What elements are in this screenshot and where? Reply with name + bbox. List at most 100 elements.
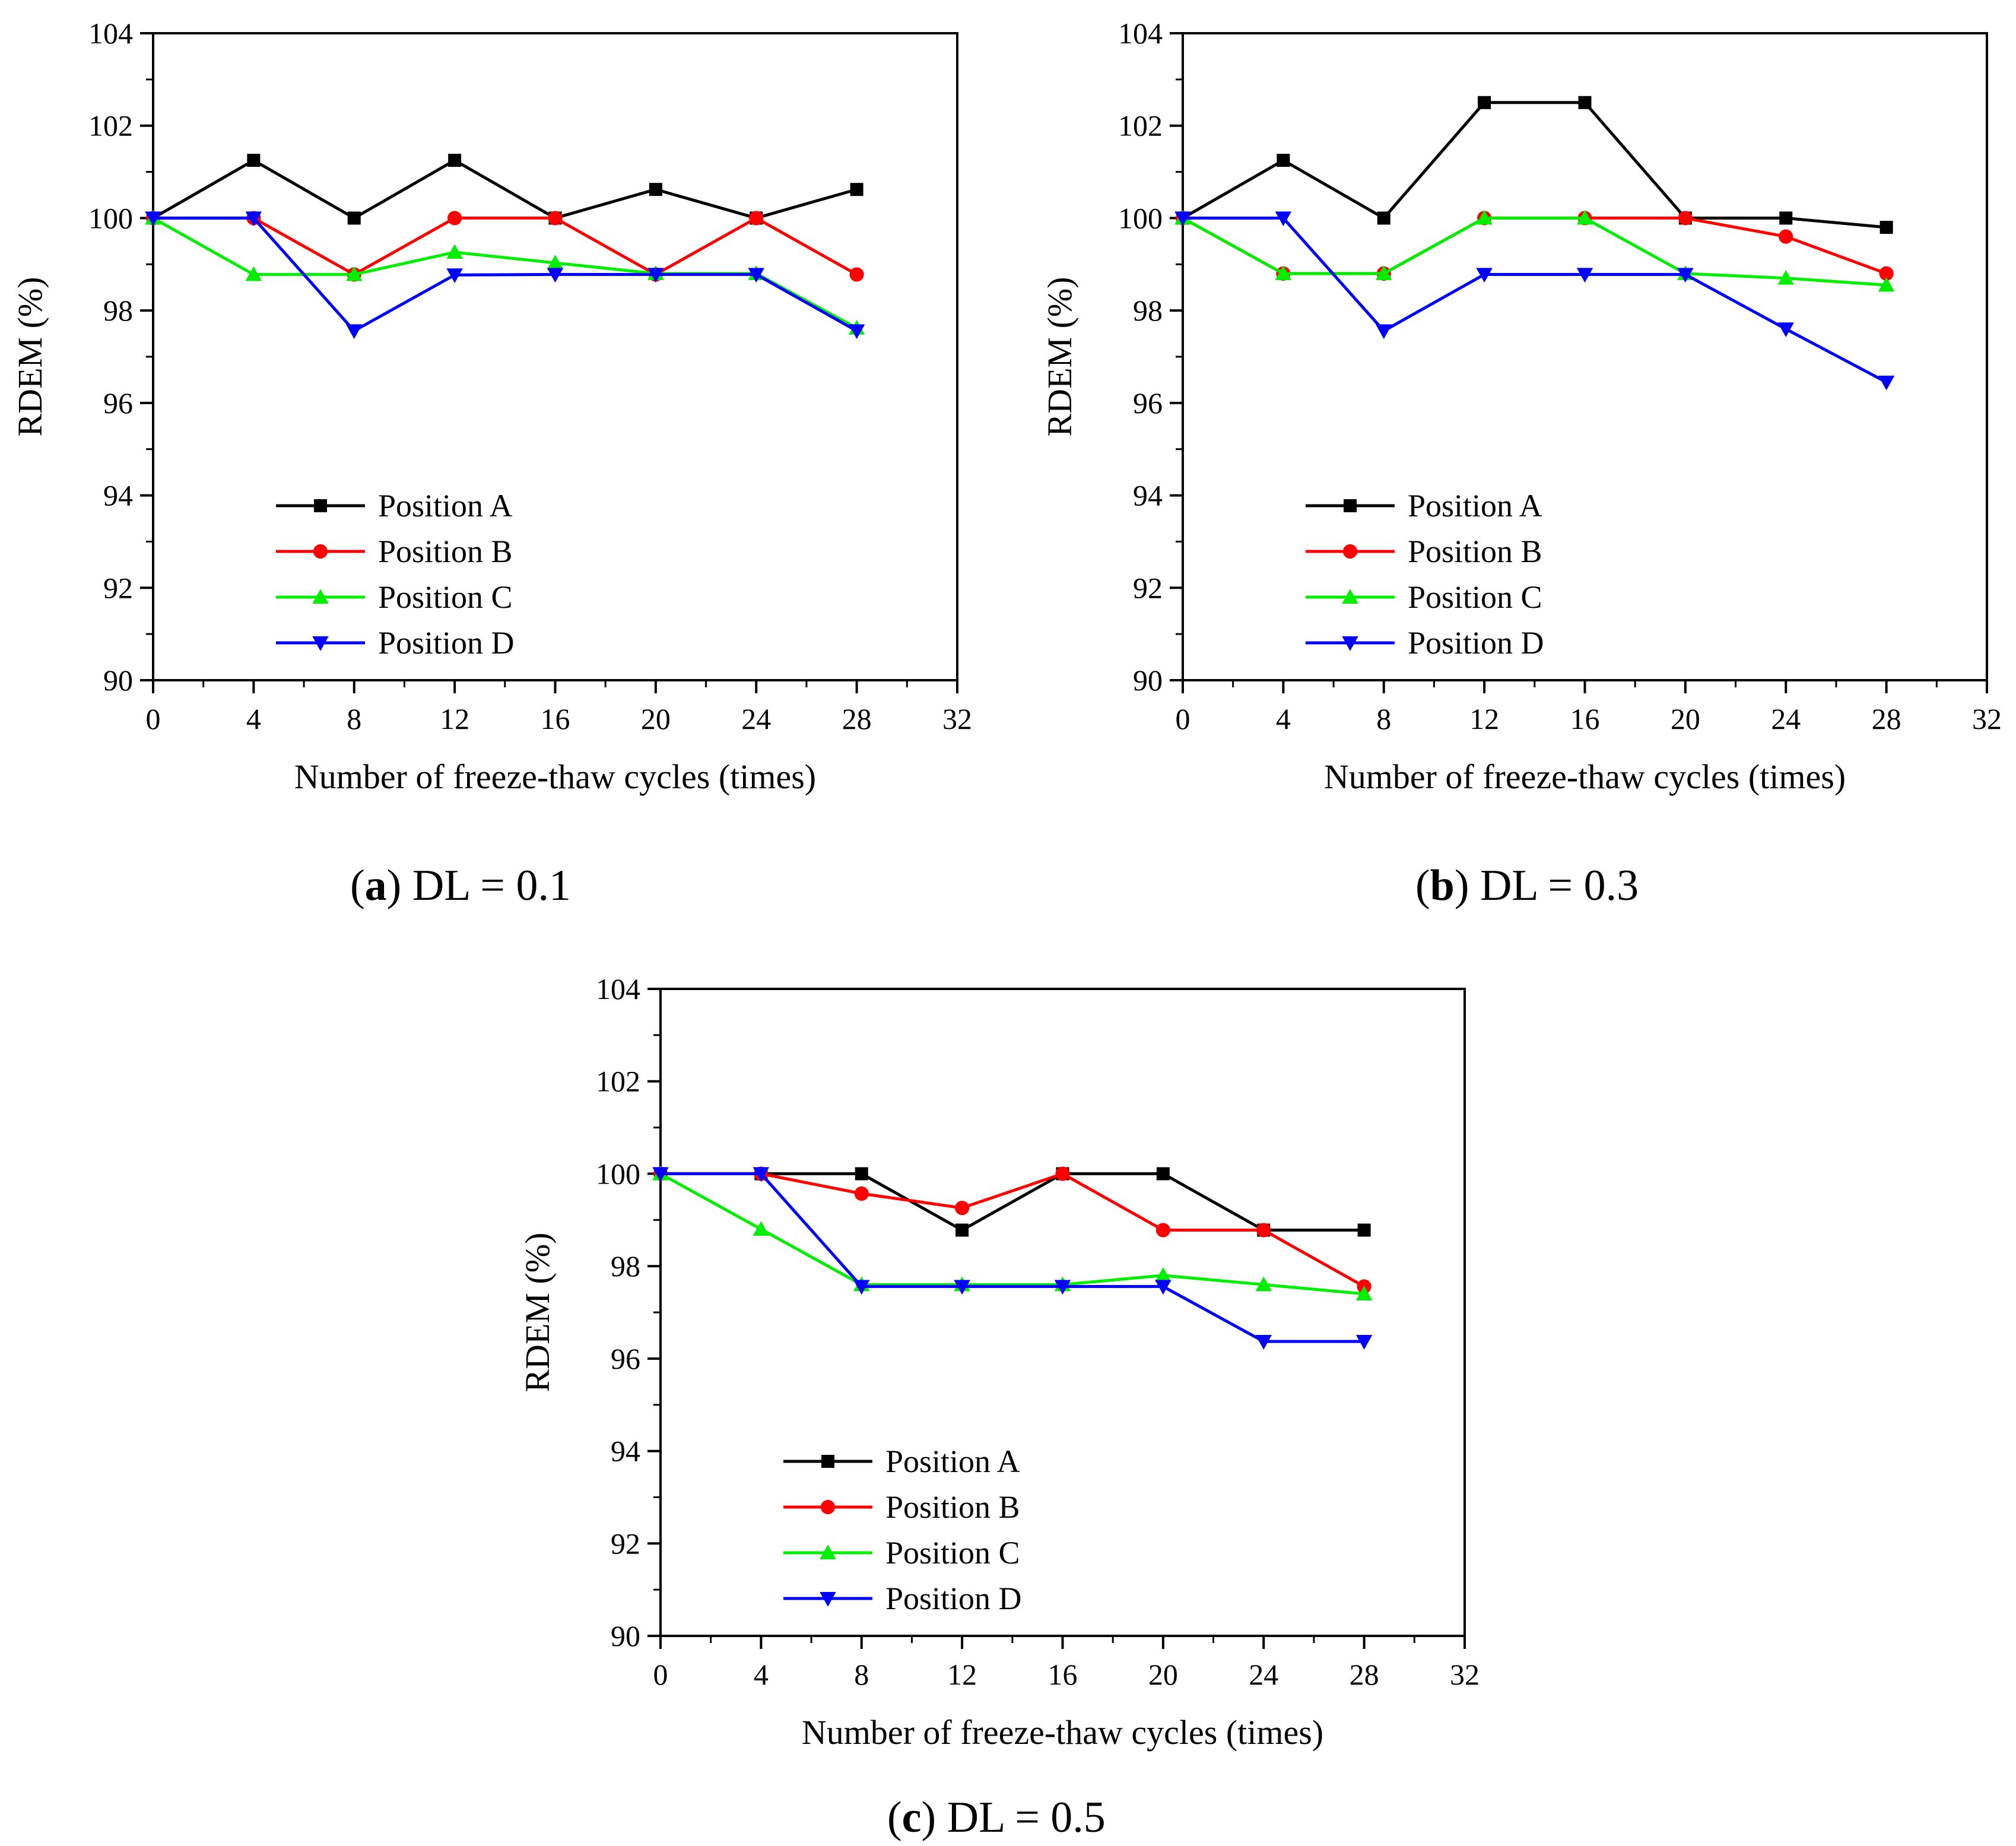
- caption-letter: a: [364, 861, 387, 910]
- chart-b-y-tick-label: 104: [1118, 17, 1163, 50]
- caption-c: (c) DL = 0.5: [887, 1793, 1106, 1843]
- chart-c-x-tick-label: 0: [653, 1658, 668, 1691]
- chart-c-point-position-a: [955, 1223, 969, 1237]
- chart-b-x-tick-label: 4: [1276, 702, 1291, 735]
- chart-c-legend: Position A Position B Position C Position D: [783, 1444, 1022, 1616]
- chart-a-point-position-a: [347, 211, 361, 225]
- chart-c-y-axis-label: RDEM (%): [518, 1232, 557, 1392]
- chart-c-y-tick-label: 94: [611, 1435, 640, 1468]
- chart-b-x-tick-label: 16: [1570, 702, 1600, 735]
- chart-c-point-position-a: [1156, 1167, 1170, 1181]
- chart-a-x-tick-label: 16: [541, 702, 570, 735]
- chart-c-point-position-c: [753, 1221, 770, 1236]
- chart-a-line-position-b: [153, 216, 858, 277]
- chart-b-legend-marker-position-b: [1342, 544, 1358, 559]
- chart-a-y-tick-label: 96: [103, 386, 133, 420]
- chart-b-point-position-d: [1777, 322, 1794, 338]
- chart-panel-b: 0 4 8 12 16 20 24 28 32 90 92 94 96 98 100 102 104 Number…: [1030, 0, 2015, 926]
- chart-b-x-tick-label: 32: [1972, 702, 2002, 735]
- chart-b-y-tick-label: 100: [1118, 201, 1163, 234]
- chart-c-legend-label-position-d: Position D: [885, 1581, 1022, 1616]
- chart-c-point-position-b: [1155, 1223, 1170, 1238]
- chart-b-point-position-d: [1576, 268, 1593, 283]
- chart-b-x-tick-label: 12: [1469, 702, 1499, 735]
- chart-a-x-tick-label: 32: [942, 702, 972, 735]
- chart-b-legend-marker-position-d: [1342, 636, 1358, 651]
- chart-b-x-tick-label: 8: [1376, 702, 1391, 735]
- chart-b-x-tick-label: 0: [1176, 702, 1190, 735]
- chart-c-y-tick-label: 98: [611, 1249, 640, 1283]
- chart-c-point-position-d: [652, 1167, 669, 1182]
- caption-close: ): [1454, 861, 1469, 910]
- chart-b-point-position-d: [1677, 268, 1694, 283]
- caption-close: ): [386, 861, 402, 910]
- chart-c-point-position-a: [855, 1167, 868, 1181]
- caption-letter: c: [901, 1793, 922, 1842]
- chart-a-line-position-a: [152, 158, 858, 220]
- chart-c-legend-marker-position-b: [820, 1499, 836, 1515]
- chart-c-plot-frame: [659, 988, 1466, 1637]
- chart-b-point-position-c: [1878, 277, 1895, 292]
- chart-c-line-position-c: [659, 1172, 1364, 1296]
- chart-b-legend-label-position-a: Position A: [1408, 488, 1542, 524]
- chart-b-point-position-a: [1880, 221, 1893, 234]
- chart-c-point-position-d: [1255, 1335, 1272, 1350]
- chart-a-axes: 0 4 8 12 16 20 24 28 32 90 92 94 96 98 100 102 104 Number…: [11, 17, 972, 796]
- chart-b-x-tick-label: 28: [1872, 702, 1901, 735]
- chart-c-line-position-d: [661, 1172, 1364, 1343]
- chart-c-legend-label-position-a: Position A: [885, 1444, 1020, 1479]
- chart-a-legend-marker-position-b: [313, 544, 328, 559]
- chart-a-y-tick-label: 100: [88, 201, 133, 234]
- chart-b-line-position-a: [1182, 101, 1887, 229]
- chart-b-point-position-a: [1277, 154, 1290, 167]
- chart-a-svg: 0 4 8 12 16 20 24 28 32 90 92 94 96 98 100 102 104 Number…: [11, 17, 972, 796]
- caption-close: ): [921, 1793, 936, 1842]
- chart-a-x-tick-label: 24: [741, 702, 771, 735]
- chart-a-point-position-d: [145, 211, 161, 227]
- chart-b-y-tick-label: 98: [1133, 294, 1163, 327]
- chart-c-point-position-d: [1054, 1280, 1071, 1295]
- chart-c-point-position-c: [1355, 1286, 1373, 1301]
- chart-a-legend-marker-position-d: [312, 636, 329, 651]
- chart-a-legend-label-position-b: Position B: [378, 534, 513, 569]
- caption-a: (a) DL = 0.1: [350, 861, 571, 911]
- chart-c-line-position-a: [661, 1172, 1364, 1232]
- chart-b-y-tick-label: 90: [1133, 664, 1163, 697]
- chart-c-x-tick-label: 16: [1048, 1658, 1078, 1691]
- chart-a-y-tick-label: 92: [103, 571, 133, 604]
- chart-a-y-tick-label: 104: [88, 17, 133, 50]
- chart-b-legend-marker-position-a: [1344, 499, 1357, 512]
- chart-b-x-axis-label: Number of freeze-thaw cycles (times): [1324, 757, 1846, 796]
- chart-c-legend-marker-position-c: [820, 1544, 836, 1559]
- chart-a-point-position-a: [448, 154, 462, 167]
- chart-b-y-axis-label: RDEM (%): [1040, 277, 1079, 436]
- chart-a-legend-label-position-c: Position C: [378, 579, 513, 615]
- chart-c-y-tick-label: 102: [596, 1065, 640, 1098]
- chart-a-legend: Position A Position B Position C Position D: [276, 488, 515, 661]
- chart-c-legend-marker-position-a: [821, 1455, 834, 1468]
- chart-c-svg: 0 4 8 12 16 20 24 28 32 90 92 94 96 98 100 102 104 Number…: [518, 972, 1480, 1752]
- chart-b-y-tick-label: 96: [1133, 386, 1163, 420]
- chart-a-y-tick-label: 90: [103, 664, 133, 697]
- chart-c-legend-marker-position-d: [820, 1592, 836, 1607]
- chart-panel-c: 0 4 8 12 16 20 24 28 32 90 92 94 96 98 100 102 104 Number…: [507, 956, 1516, 1846]
- chart-c-point-position-c: [1255, 1276, 1272, 1292]
- chart-a-plot-frame: [152, 32, 958, 681]
- chart-a-point-position-d: [245, 211, 262, 227]
- chart-b-legend-label-position-d: Position D: [1408, 625, 1544, 661]
- chart-b-point-position-d: [1174, 211, 1191, 227]
- chart-a-x-tick-label: 20: [641, 702, 671, 735]
- chart-a-point-position-d: [748, 268, 764, 283]
- chart-b-point-position-d: [1476, 268, 1493, 283]
- chart-a-legend-label-position-d: Position D: [378, 625, 515, 661]
- caption-text: DL = 0.5: [947, 1793, 1106, 1842]
- chart-a-legend-marker-position-a: [314, 499, 327, 512]
- chart-b-point-position-d: [1275, 211, 1292, 227]
- chart-a-point-position-b: [749, 211, 764, 226]
- chart-b-x-tick-label: 20: [1671, 702, 1700, 735]
- chart-c-point-position-c: [1155, 1267, 1171, 1282]
- caption-letter: b: [1430, 861, 1455, 910]
- chart-a-point-position-a: [247, 154, 261, 167]
- chart-b-point-position-c: [1576, 210, 1593, 225]
